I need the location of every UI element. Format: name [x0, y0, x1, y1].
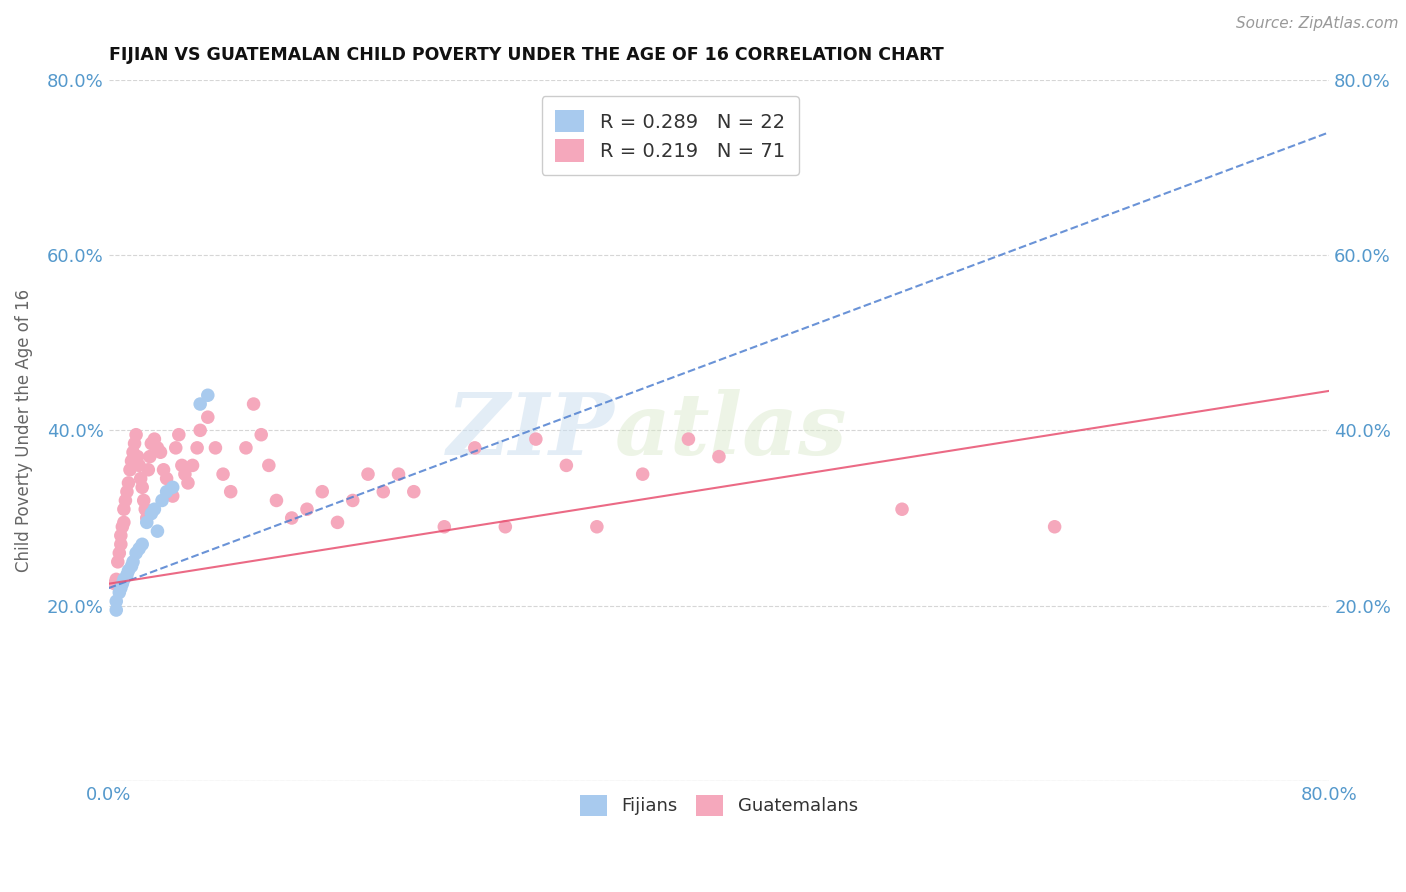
- Point: [105, 603, 128, 617]
- Point: [143, 432, 166, 446]
- Point: [159, 484, 181, 499]
- Point: [143, 502, 166, 516]
- Point: [117, 475, 139, 490]
- Point: [108, 585, 131, 599]
- Point: [524, 432, 547, 446]
- Point: [219, 484, 242, 499]
- Point: [162, 489, 184, 503]
- Point: [707, 450, 730, 464]
- Point: [111, 520, 134, 534]
- Point: [125, 546, 148, 560]
- Point: [114, 493, 136, 508]
- Point: [105, 594, 128, 608]
- Point: [373, 484, 395, 499]
- Point: [135, 511, 157, 525]
- Point: [250, 427, 273, 442]
- Point: [162, 480, 184, 494]
- Point: [146, 524, 169, 538]
- Point: [141, 507, 163, 521]
- Point: [112, 502, 135, 516]
- Point: [127, 450, 149, 464]
- Point: [135, 516, 157, 530]
- Point: [242, 397, 264, 411]
- Point: [115, 484, 138, 499]
- Point: [122, 445, 145, 459]
- Point: [110, 537, 132, 551]
- Text: ZIP: ZIP: [447, 389, 616, 472]
- Point: [112, 516, 135, 530]
- Point: [433, 520, 456, 534]
- Point: [212, 467, 235, 482]
- Point: [235, 441, 257, 455]
- Point: [186, 441, 208, 455]
- Point: [177, 475, 200, 490]
- Point: [188, 397, 211, 411]
- Point: [197, 410, 219, 425]
- Point: [129, 471, 152, 485]
- Point: [131, 537, 153, 551]
- Point: [141, 436, 163, 450]
- Point: [134, 502, 156, 516]
- Point: [124, 436, 146, 450]
- Point: [149, 445, 172, 459]
- Point: [357, 467, 380, 482]
- Point: [115, 568, 138, 582]
- Point: [170, 458, 193, 473]
- Point: [311, 484, 333, 499]
- Point: [188, 423, 211, 437]
- Point: [891, 502, 914, 516]
- Point: [121, 559, 143, 574]
- Point: [111, 576, 134, 591]
- Point: [494, 520, 516, 534]
- Point: [110, 528, 132, 542]
- Legend: Fijians, Guatemalans: Fijians, Guatemalans: [571, 786, 866, 824]
- Point: [146, 441, 169, 455]
- Point: [152, 463, 174, 477]
- Point: [139, 450, 162, 464]
- Point: [257, 458, 280, 473]
- Point: [117, 564, 139, 578]
- Point: [266, 493, 288, 508]
- Point: [107, 555, 129, 569]
- Point: [128, 541, 150, 556]
- Point: [128, 458, 150, 473]
- Point: [136, 463, 159, 477]
- Point: [108, 546, 131, 560]
- Text: FIJIAN VS GUATEMALAN CHILD POVERTY UNDER THE AGE OF 16 CORRELATION CHART: FIJIAN VS GUATEMALAN CHILD POVERTY UNDER…: [108, 46, 943, 64]
- Point: [678, 432, 700, 446]
- Point: [174, 467, 197, 482]
- Point: [105, 573, 128, 587]
- Point: [122, 555, 145, 569]
- Point: [295, 502, 318, 516]
- Point: [464, 441, 486, 455]
- Text: atlas: atlas: [616, 389, 848, 472]
- Point: [402, 484, 425, 499]
- Point: [181, 458, 204, 473]
- Point: [280, 511, 302, 525]
- Point: [125, 427, 148, 442]
- Point: [110, 581, 132, 595]
- Point: [1043, 520, 1066, 534]
- Point: [326, 516, 349, 530]
- Point: [387, 467, 409, 482]
- Point: [155, 471, 177, 485]
- Point: [121, 454, 143, 468]
- Point: [204, 441, 226, 455]
- Point: [165, 441, 187, 455]
- Point: [104, 576, 127, 591]
- Point: [167, 427, 190, 442]
- Y-axis label: Child Poverty Under the Age of 16: Child Poverty Under the Age of 16: [15, 289, 32, 572]
- Point: [150, 493, 173, 508]
- Point: [631, 467, 654, 482]
- Point: [342, 493, 364, 508]
- Text: Source: ZipAtlas.com: Source: ZipAtlas.com: [1236, 16, 1399, 31]
- Point: [197, 388, 219, 402]
- Point: [155, 484, 177, 499]
- Point: [555, 458, 578, 473]
- Point: [112, 573, 135, 587]
- Point: [131, 480, 153, 494]
- Point: [118, 463, 141, 477]
- Point: [132, 493, 155, 508]
- Point: [586, 520, 609, 534]
